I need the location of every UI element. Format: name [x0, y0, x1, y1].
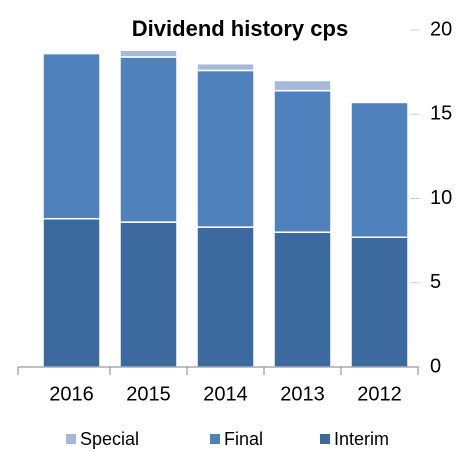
y-tick-label: 15 [430, 103, 452, 125]
y-tick-label: 5 [430, 271, 441, 293]
legend-swatch [66, 434, 76, 444]
legend-swatch [320, 434, 330, 444]
bar-segment [196, 69, 255, 228]
x-tick-label: 2013 [280, 383, 325, 405]
bar-segment [273, 89, 332, 233]
bar-segment [119, 56, 178, 223]
bar-segment [273, 231, 332, 368]
bar-segment [196, 62, 255, 72]
y-tick-label: 0 [430, 355, 441, 377]
x-tick-label: 2015 [126, 383, 171, 405]
bar-segment [42, 52, 101, 220]
bar-segment [350, 236, 409, 368]
bar-segment [273, 79, 332, 92]
bar-segment [196, 226, 255, 368]
legend-label: Final [224, 429, 263, 449]
x-tick-label: 2012 [357, 383, 402, 405]
bar-segment [42, 217, 101, 368]
y-tick-label: 10 [430, 187, 452, 209]
legend-swatch [210, 434, 220, 444]
legend-label: Special [80, 429, 139, 449]
x-tick-label: 2014 [203, 383, 248, 405]
legend-label: Interim [334, 429, 389, 449]
bar-segment [350, 101, 409, 239]
bar-segment [119, 49, 178, 58]
bar-segment [119, 221, 178, 368]
x-tick-label: 2016 [49, 383, 94, 405]
chart-title: Dividend history cps [132, 16, 348, 41]
y-tick-label: 20 [430, 18, 452, 40]
